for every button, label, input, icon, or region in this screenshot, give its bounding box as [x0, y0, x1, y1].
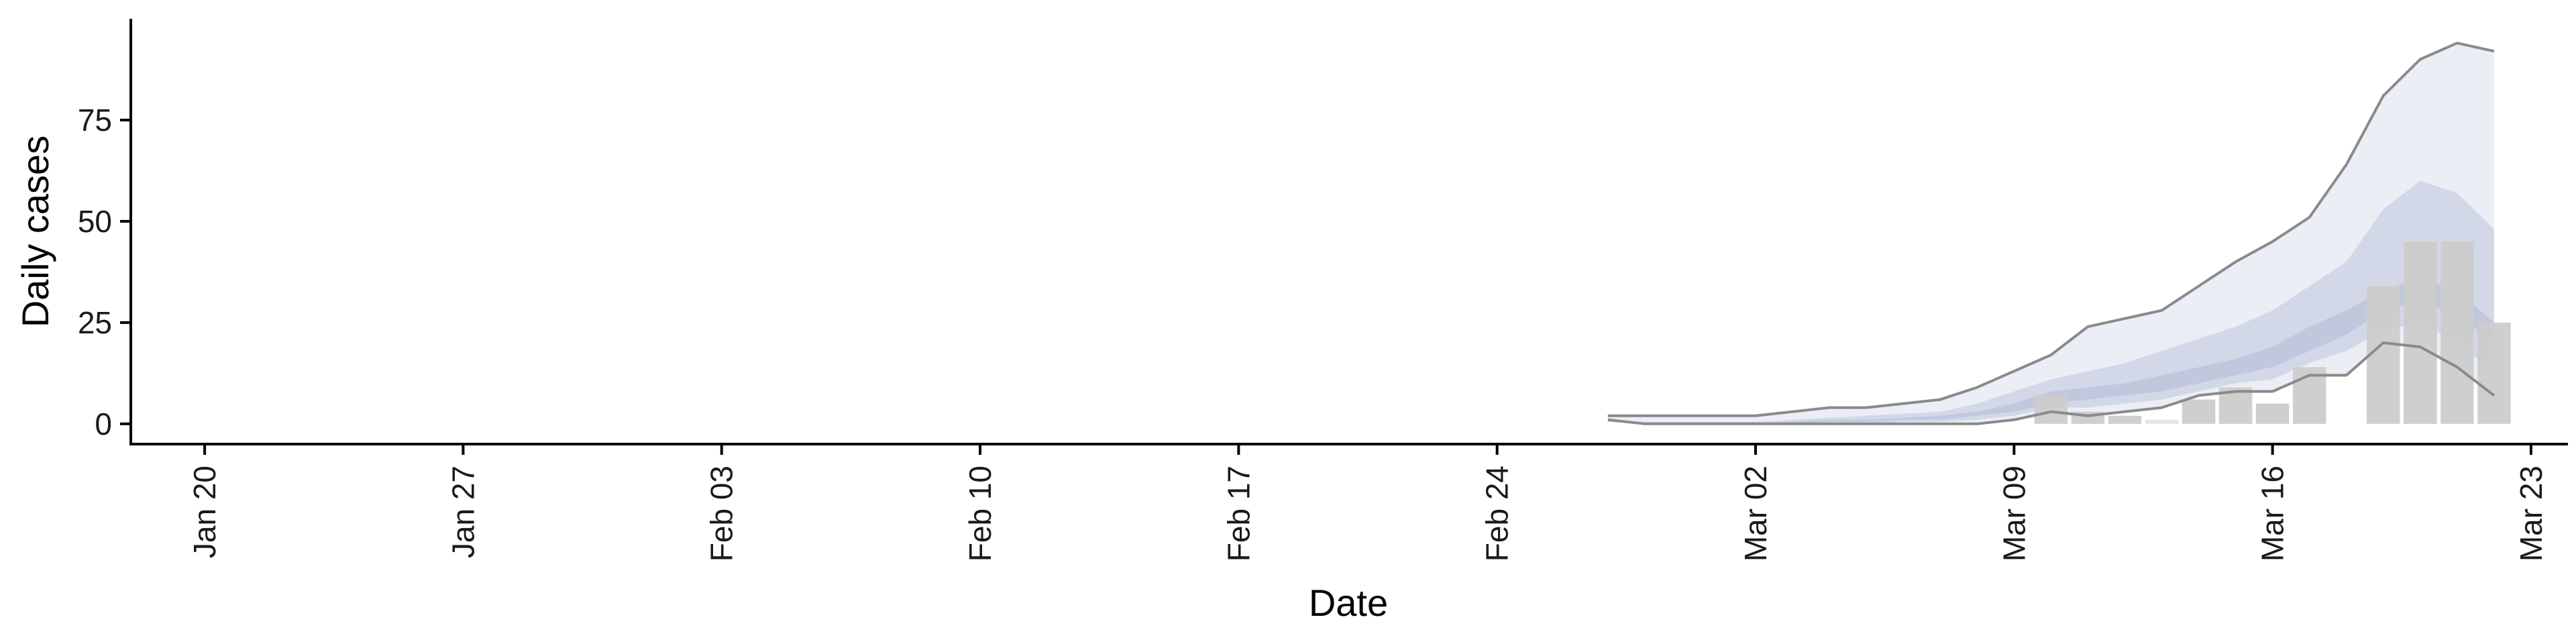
y-axis-title: Daily cases [14, 136, 56, 327]
x-tick-label: Mar 02 [1738, 466, 1773, 561]
x-axis-ticks: Jan 20 Jan 27 Feb 03 Feb 10 Feb 17 Feb 24 Mar … [187, 444, 2548, 561]
x-axis-title: Date [1309, 582, 1388, 624]
x-tick-label: Jan 27 [445, 466, 480, 558]
x-tick-label: Feb 17 [1221, 466, 1256, 561]
case-bar [2034, 395, 2068, 424]
band-90-percent [1607, 43, 2494, 424]
x-tick-label: Mar 09 [1996, 466, 2031, 561]
x-tick-label: Feb 03 [704, 466, 739, 561]
estimate-bands [1607, 43, 2494, 424]
y-axis-ticks: 0 25 50 75 [78, 103, 131, 441]
y-tick-label: 75 [78, 103, 112, 138]
lower-bound-line [1607, 341, 2496, 425]
case-bar [2145, 419, 2179, 424]
y-tick-label: 0 [95, 407, 112, 441]
case-bar [2477, 322, 2511, 424]
upper-bound-line [1607, 42, 2495, 417]
case-bar [2255, 403, 2290, 424]
y-tick-label: 50 [78, 204, 112, 239]
case-bar [2182, 399, 2216, 424]
case-bar [2367, 286, 2400, 424]
y-tick-label: 25 [78, 305, 112, 340]
x-tick-label: Jan 20 [187, 466, 222, 558]
x-tick-label: Mar 16 [2255, 466, 2290, 561]
reported-case-bars [2034, 241, 2511, 424]
estimate-bound-lines [1607, 42, 2496, 425]
x-tick-label: Feb 10 [963, 466, 998, 561]
case-bar [2108, 415, 2142, 424]
x-tick-label: Feb 24 [1480, 466, 1515, 561]
case-bar [2440, 241, 2474, 424]
x-tick-label: Mar 23 [2514, 466, 2548, 561]
case-bar [2404, 241, 2437, 424]
